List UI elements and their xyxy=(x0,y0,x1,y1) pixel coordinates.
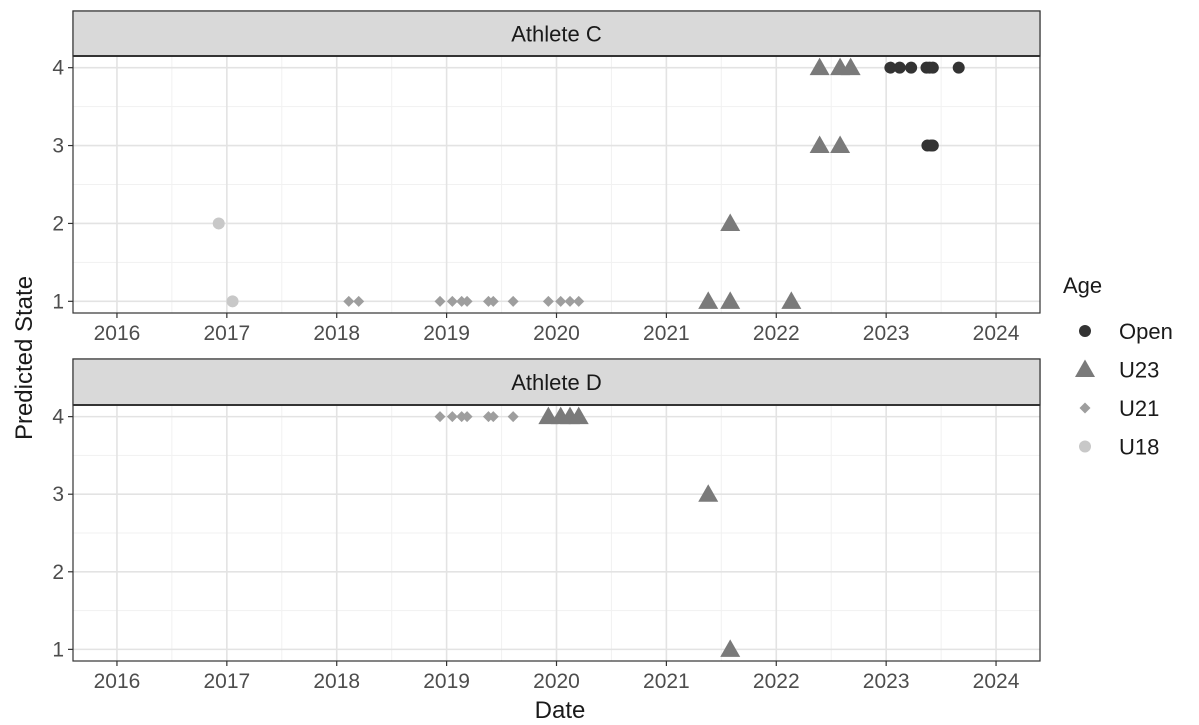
x-tick-label: 2024 xyxy=(973,670,1020,693)
facet-strip xyxy=(72,10,1041,57)
legend: Age Open U23 U21 U18 xyxy=(1063,273,1173,460)
legend-item-u21: U21 xyxy=(1079,396,1159,421)
data-point-u23 xyxy=(781,291,802,309)
panel-athlete-c: Athlete C 1 2 3 4 2016 2017 2018 2019 2020 2021 202… xyxy=(52,10,1041,345)
data-point-open xyxy=(884,61,897,74)
data-point-open xyxy=(926,139,939,152)
y-axis-title: Predicted State xyxy=(11,276,38,440)
legend-item-open: Open xyxy=(1079,319,1173,344)
panel-athlete-d: Athlete D 1 2 3 4 2016 2017 2018 2019 2020 2021 202… xyxy=(52,358,1041,693)
legend-key-u21 xyxy=(1079,402,1091,414)
data-point-u21 xyxy=(446,411,458,423)
x-tick-label: 2022 xyxy=(753,322,800,345)
data-point-u21 xyxy=(461,295,473,307)
y-tick-label: 4 xyxy=(52,57,64,80)
y-tick-label: 2 xyxy=(52,212,64,235)
data-point-u23 xyxy=(809,135,830,154)
legend-key-open xyxy=(1079,325,1091,337)
legend-label: U21 xyxy=(1119,396,1159,421)
x-tick-label: 2023 xyxy=(863,670,910,693)
legend-key-u18 xyxy=(1079,440,1091,453)
legend-title: Age xyxy=(1063,273,1102,298)
x-tick-label: 2016 xyxy=(94,670,141,693)
x-tick-label: 2023 xyxy=(863,322,910,345)
data-point-u23 xyxy=(720,639,741,657)
x-tick-label: 2020 xyxy=(533,322,580,345)
x-tick-label: 2018 xyxy=(313,322,360,345)
data-point-u21 xyxy=(564,295,576,307)
data-point-open xyxy=(905,61,918,74)
x-tick-label: 2019 xyxy=(423,670,470,693)
data-point-u21 xyxy=(343,295,355,307)
y-tick-label: 1 xyxy=(52,290,64,313)
x-tick-label: 2021 xyxy=(643,670,690,693)
y-tick-label: 1 xyxy=(52,638,64,661)
facet-strip-label: Athlete C xyxy=(511,22,602,47)
x-tick-label: 2017 xyxy=(203,322,250,345)
data-point-open xyxy=(893,61,906,74)
legend-item-u18: U18 xyxy=(1079,435,1159,460)
x-tick-label: 2021 xyxy=(643,322,690,345)
data-point-u23 xyxy=(830,135,851,154)
legend-item-u23: U23 xyxy=(1075,358,1159,383)
data-point-u21 xyxy=(487,295,499,307)
panels: Athlete C 1 2 3 4 2016 2017 2018 2019 2020 2021 202… xyxy=(52,10,1041,693)
data-point-u23 xyxy=(840,57,861,76)
data-point-open xyxy=(952,61,965,74)
x-axis-title: Date xyxy=(535,697,586,724)
x-tick-label: 2017 xyxy=(203,670,250,693)
x-tick-label: 2016 xyxy=(94,322,141,345)
facet-strip-label: Athlete D xyxy=(511,370,602,395)
data-point-u18 xyxy=(212,217,225,230)
x-tick-label: 2019 xyxy=(423,322,470,345)
data-point-u21 xyxy=(434,411,446,423)
data-point-u21 xyxy=(555,295,567,307)
y-tick-label: 4 xyxy=(52,406,64,429)
data-point-u23 xyxy=(698,484,719,502)
data-point-u23 xyxy=(720,213,741,231)
data-point-u18 xyxy=(226,295,239,308)
data-point-u21 xyxy=(434,295,446,307)
x-tick-label: 2022 xyxy=(753,670,800,693)
data-point-u21 xyxy=(573,295,585,307)
data-point-u21 xyxy=(507,411,519,423)
data-point-u21 xyxy=(542,295,554,307)
x-tick-label: 2018 xyxy=(313,670,360,693)
legend-label: Open xyxy=(1119,319,1173,344)
data-point-u21 xyxy=(487,411,499,423)
data-point-u23 xyxy=(568,406,589,425)
legend-label: U18 xyxy=(1119,435,1159,460)
data-point-u21 xyxy=(353,295,365,307)
y-tick-label: 3 xyxy=(52,483,64,506)
data-point-u23 xyxy=(698,291,719,309)
x-tick-label: 2024 xyxy=(973,322,1020,345)
y-tick-label: 3 xyxy=(52,135,64,158)
data-point-open xyxy=(926,61,939,74)
x-tick-label: 2020 xyxy=(533,670,580,693)
legend-label: U23 xyxy=(1119,358,1159,383)
data-point-u23 xyxy=(720,291,741,309)
data-point-u21 xyxy=(461,411,473,423)
facet-strip xyxy=(72,358,1041,406)
legend-key-u23 xyxy=(1075,359,1095,377)
data-point-u21 xyxy=(507,295,519,307)
y-tick-label: 2 xyxy=(52,561,64,584)
data-point-u23 xyxy=(809,57,830,76)
data-point-u21 xyxy=(446,295,458,307)
